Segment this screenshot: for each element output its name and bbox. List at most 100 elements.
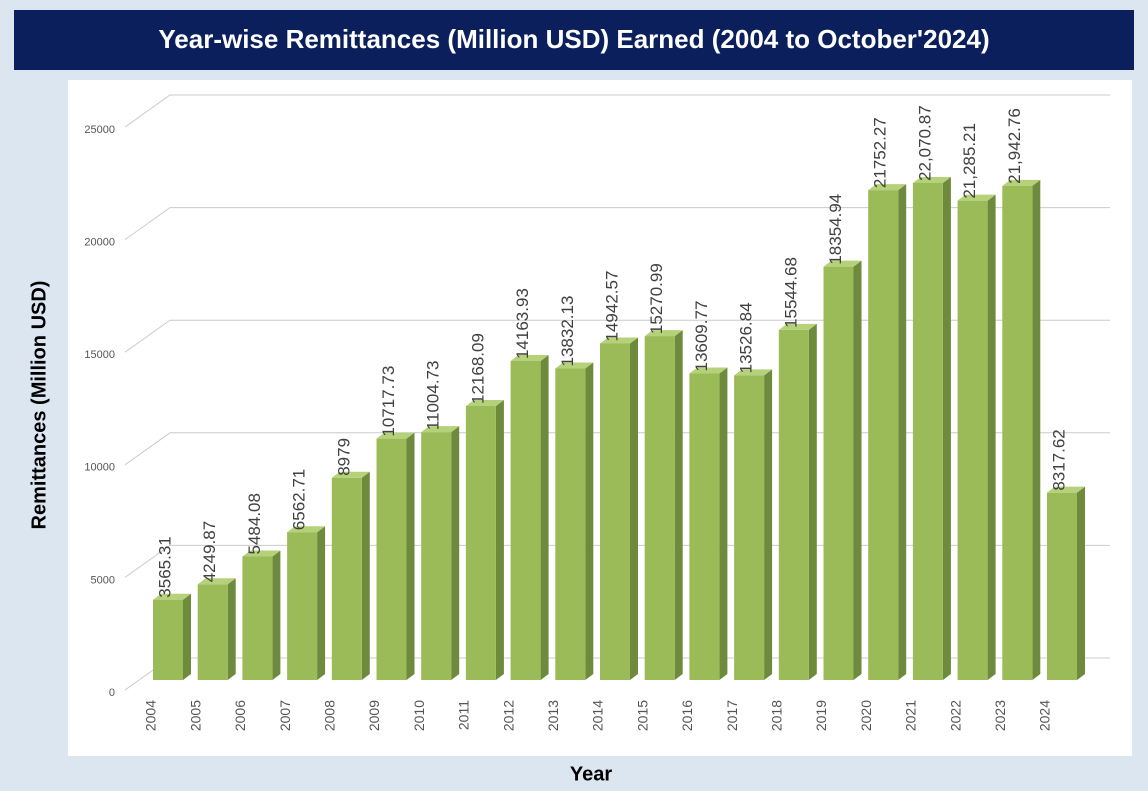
bar-top <box>868 184 907 191</box>
data-label: 12168.09 <box>468 333 487 404</box>
y-tick-label: 5000 <box>91 574 115 586</box>
x-tick-label: 2007 <box>277 700 293 731</box>
bar-top <box>823 260 862 267</box>
data-label: 15544.68 <box>781 257 800 328</box>
bar <box>868 190 899 680</box>
x-tick-label: 2013 <box>545 700 561 731</box>
grid-line <box>124 207 1110 241</box>
bar <box>555 368 586 680</box>
data-label: 6562.71 <box>290 469 309 530</box>
data-label: 14942.57 <box>602 271 621 342</box>
data-label: 11004.73 <box>424 361 443 431</box>
bar <box>287 532 318 680</box>
bar-side <box>898 184 907 680</box>
bar <box>153 599 183 680</box>
bar <box>197 584 228 680</box>
bar-top <box>287 526 326 533</box>
data-label: 15270.99 <box>647 263 666 334</box>
bar <box>734 375 765 680</box>
x-tick-label: 2020 <box>858 700 874 731</box>
bar-top <box>778 323 817 330</box>
bar <box>778 329 809 680</box>
bar <box>600 343 630 680</box>
bar <box>421 432 452 680</box>
data-label: 8979 <box>334 438 353 476</box>
data-label: 10717.73 <box>379 366 398 437</box>
x-tick-label: 2012 <box>500 700 516 731</box>
x-tick-label: 2009 <box>366 700 382 731</box>
bar-top <box>644 330 683 337</box>
bar <box>689 373 720 680</box>
bar <box>1047 492 1077 680</box>
data-label: 5484.08 <box>245 493 264 554</box>
bar-top <box>197 578 236 585</box>
bar-side <box>719 367 728 680</box>
bar-top <box>510 355 549 362</box>
x-tick-label: 2004 <box>143 700 159 731</box>
bar <box>644 336 675 680</box>
x-tick-label: 2006 <box>232 700 248 731</box>
data-label: 18354.94 <box>826 194 845 265</box>
y-tick-label: 0 <box>109 687 115 699</box>
data-label: 13832.13 <box>558 296 577 367</box>
bar-top <box>1002 179 1041 186</box>
data-label: 13526.84 <box>737 302 756 373</box>
bar <box>376 438 407 680</box>
bar-top <box>555 362 594 369</box>
y-tick-label: 25000 <box>84 124 115 136</box>
grid-line <box>124 94 1110 128</box>
bar-top <box>689 367 728 374</box>
bar <box>510 361 541 680</box>
bar-side <box>183 593 191 680</box>
bar <box>242 556 273 680</box>
bar <box>331 477 362 680</box>
bar-side <box>1032 179 1041 680</box>
bar-top <box>331 471 370 478</box>
data-label: 21752.27 <box>871 117 890 188</box>
y-tick-label: 15000 <box>84 349 115 361</box>
bar-top <box>242 550 281 557</box>
x-tick-label: 2018 <box>769 700 785 731</box>
data-label: 13609.77 <box>692 301 711 372</box>
x-tick-label: 2015 <box>634 700 650 731</box>
data-label: 14163.93 <box>513 288 532 359</box>
bar-side <box>451 426 460 680</box>
bar-side <box>317 526 326 680</box>
y-axis-title: Remittances (Million USD) <box>28 281 50 530</box>
bar-side <box>808 323 817 680</box>
data-label: 21,942.76 <box>1005 108 1024 184</box>
grid-line <box>124 319 1110 353</box>
x-tick-label: 2017 <box>724 700 740 731</box>
bar-side <box>674 330 683 680</box>
data-label: 22,070.87 <box>915 105 934 181</box>
bar-side <box>585 362 594 680</box>
bar-side <box>987 194 996 680</box>
data-label: 4249.87 <box>200 521 219 582</box>
data-label: 8317.62 <box>1049 429 1068 490</box>
bar-top <box>376 432 415 439</box>
x-tick-label: 2016 <box>679 700 695 731</box>
bar-side <box>272 550 281 680</box>
x-tick-label: 2024 <box>1037 700 1053 731</box>
x-tick-label: 2019 <box>813 700 829 731</box>
bar-side <box>764 369 773 680</box>
bar-side <box>1077 486 1085 680</box>
bar-top <box>465 399 504 406</box>
bar-side <box>406 432 415 680</box>
x-tick-label: 2005 <box>187 700 203 731</box>
x-tick-label: 2023 <box>992 700 1008 731</box>
bar-side <box>630 337 638 680</box>
bar <box>912 182 943 681</box>
bar-side <box>942 176 951 681</box>
x-tick-label: 2022 <box>947 700 963 731</box>
title-bar <box>14 10 1134 70</box>
bar-side <box>495 399 504 680</box>
bar <box>1002 185 1033 680</box>
bar-top <box>734 369 773 376</box>
x-axis-title: Year <box>570 763 612 785</box>
bar <box>465 405 496 680</box>
bar-side <box>227 578 236 680</box>
x-tick-label: 2021 <box>903 700 919 731</box>
chart-title: Year-wise Remittances (Million USD) Earn… <box>158 24 989 54</box>
